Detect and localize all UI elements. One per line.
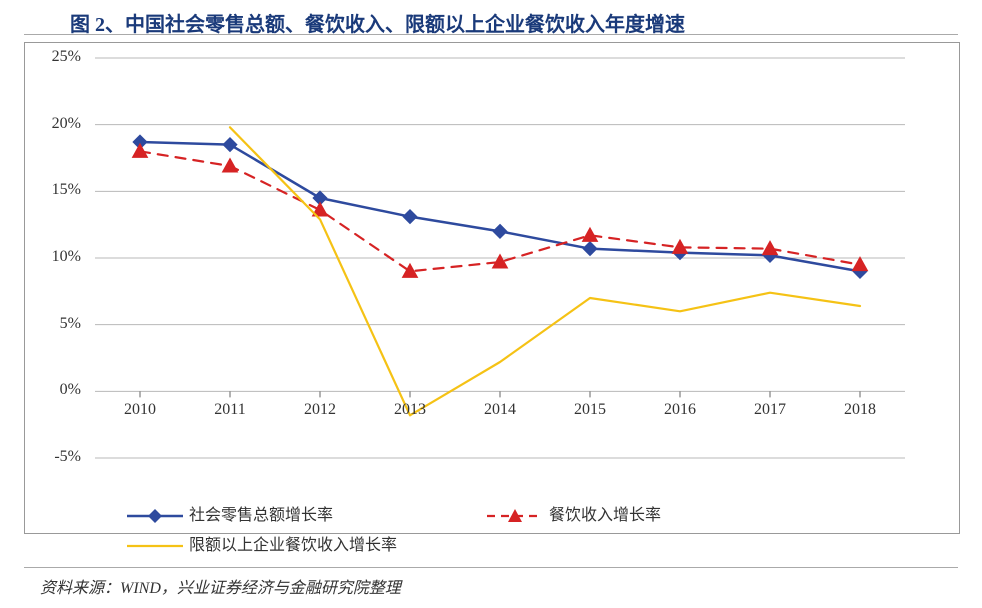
source-label: 资料来源：WIND，兴业证券经济与金融研究院整理 xyxy=(40,574,401,598)
y-tick-label: 10% xyxy=(31,248,81,266)
x-tick-label: 2013 xyxy=(380,401,440,419)
chart-area: -5% 0% 5% 10% 15% 20% 25% 2010 2011 2012 2013 2014… xyxy=(24,42,960,534)
x-tick-label: 2010 xyxy=(110,401,170,419)
x-tick-label: 2011 xyxy=(200,401,260,419)
x-tick-label: 2017 xyxy=(740,401,800,419)
x-tick-label: 2016 xyxy=(650,401,710,419)
legend-label: 限额以上企业餐饮收入增长率 xyxy=(185,537,397,554)
y-tick-label: 15% xyxy=(31,181,81,199)
y-tick-label: 25% xyxy=(31,48,81,66)
divider-top xyxy=(24,34,958,35)
y-tick-label: 5% xyxy=(31,315,81,333)
x-tick-label: 2015 xyxy=(560,401,620,419)
x-tick-label: 2018 xyxy=(830,401,890,419)
chart-title: 图 2、中国社会零售总额、餐饮收入、限额以上企业餐饮收入年度增速 xyxy=(70,8,685,37)
y-tick-label: 20% xyxy=(31,115,81,133)
divider-bottom xyxy=(24,567,958,568)
legend-item: 餐饮收入增长率 xyxy=(485,501,661,525)
legend-label: 社会零售总额增长率 xyxy=(185,507,333,524)
figure-container: 图 2、中国社会零售总额、餐饮收入、限额以上企业餐饮收入年度增速 -5% 0% 5%… xyxy=(0,0,982,608)
legend-item: 社会零售总额增长率 xyxy=(125,501,333,525)
legend-label: 餐饮收入增长率 xyxy=(545,507,661,524)
legend-item: 限额以上企业餐饮收入增长率 xyxy=(125,531,397,555)
x-tick-label: 2014 xyxy=(470,401,530,419)
x-tick-label: 2012 xyxy=(290,401,350,419)
y-tick-label: -5% xyxy=(31,448,81,466)
y-tick-label: 0% xyxy=(31,381,81,399)
